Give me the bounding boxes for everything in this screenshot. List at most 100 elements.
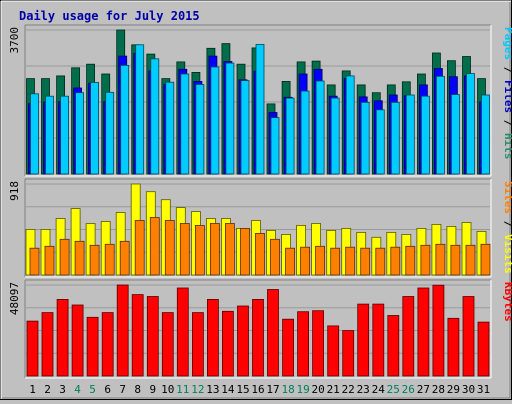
bar-pages-9 [150,58,160,175]
bar-pages-3 [60,95,69,175]
bar-sites-6 [104,243,115,276]
bar-pages-25 [390,102,400,175]
bar-kbytes-5 [86,316,99,377]
bar-kbytes-11 [176,287,189,377]
x-tick-28: 28 [432,383,445,396]
bar-kbytes-19 [297,311,310,377]
bar-sites-17 [270,238,280,276]
bar-sites-12 [194,224,205,276]
panel-hits-legend-part-2: / [502,60,512,80]
bar-kbytes-10 [161,312,174,377]
panel-hits-legend-part-3: Files [502,80,512,113]
bar-sites-23 [360,247,371,276]
bar-kbytes-23 [357,303,370,377]
bar-pages-18 [285,97,295,175]
bar-sites-22 [345,246,356,276]
x-tick-26: 26 [402,383,415,396]
bar-pages-19 [300,90,310,175]
bar-pages-29 [450,94,460,175]
bar-kbytes-27 [417,287,430,377]
bar-sites-10 [164,220,175,276]
bar-pages-12 [195,84,205,175]
bar-kbytes-14 [221,310,234,377]
bar-kbytes-1 [26,320,39,377]
bar-kbytes-22 [342,330,355,377]
bar-kbytes-12 [191,312,204,377]
panel-visits-legend-part-3: Visits [502,234,512,274]
panel-visits-side-legend: Sites / Visits [502,181,512,274]
bar-pages-8 [135,44,145,175]
x-tick-24: 24 [372,383,386,396]
bar-kbytes-29 [447,317,460,377]
bar-kbytes-17 [267,289,279,377]
bar-pages-20 [315,80,325,175]
x-tick-labels: 1 2 3 4 5 6 7 8 9 10 11 12 13 14 15 16 17 18 19 20 21 22 23 24 2… [29,383,490,396]
panel-hits-max-label: 3700 [8,27,21,54]
x-tick-8: 8 [134,383,141,396]
bar-sites-13 [209,223,220,276]
bar-pages-13 [210,66,220,175]
bar-pages-15 [240,80,250,175]
bar-kbytes-7 [116,284,129,377]
series-pages [30,44,490,175]
x-tick-5: 5 [89,383,96,396]
bar-sites-5 [89,244,100,276]
bar-kbytes-20 [312,310,325,377]
bar-kbytes-9 [146,296,159,377]
x-tick-29: 29 [447,383,460,396]
bar-pages-1 [30,93,39,175]
x-tick-7: 7 [119,383,126,396]
x-tick-27: 27 [417,383,430,396]
x-tick-14: 14 [221,383,235,396]
bar-sites-25 [390,246,401,276]
panel-kbytes-max-label: 48097 [8,282,21,315]
bar-kbytes-24 [372,303,385,377]
panel-kbytes-side-legend: KBytes [502,282,512,322]
bar-pages-23 [360,102,370,175]
bar-kbytes-31 [477,321,490,377]
bar-sites-14 [224,223,235,276]
bar-sites-21 [330,247,341,276]
x-tick-20: 20 [311,383,324,396]
x-tick-19: 19 [296,383,309,396]
x-tick-6: 6 [104,383,111,396]
bar-sites-15 [240,227,250,276]
x-tick-30: 30 [462,383,475,396]
x-tick-16: 16 [251,383,264,396]
bar-sites-8 [134,220,145,276]
bar-kbytes-3 [56,298,69,377]
bar-pages-7 [120,65,130,175]
chart-panels: 3700 Pages / Files / Hits 918 Sites / Visit… [8,24,512,379]
bar-sites-31 [480,243,491,276]
panel-kbytes-legend-part-1: KBytes [502,282,512,322]
bar-sites-11 [179,223,190,276]
bar-pages-11 [180,73,190,175]
panel-visits-legend-part-2: / [502,214,512,234]
panel-hits-legend-part-1: Pages [502,27,512,60]
x-tick-17: 17 [266,383,279,396]
bar-sites-20 [315,245,326,276]
x-tick-12: 12 [191,383,204,396]
x-tick-18: 18 [281,383,294,396]
bar-pages-6 [105,91,115,175]
bar-pages-10 [165,81,175,175]
panel-hits-side-legend: Pages / Files / Hits [502,27,512,160]
bar-sites-18 [285,247,296,276]
bar-sites-24 [375,247,386,276]
x-tick-10: 10 [161,383,174,396]
bar-pages-14 [225,62,235,175]
panel-hits-legend-part-4: / [502,113,512,133]
panel-hits: 3700 Pages / Files / Hits [8,24,512,177]
bar-pages-30 [466,73,475,175]
bar-kbytes-26 [402,296,415,377]
bar-pages-24 [375,109,385,175]
bar-pages-16 [255,44,265,175]
bar-kbytes-15 [237,305,249,377]
x-tick-21: 21 [327,383,340,396]
x-tick-13: 13 [206,383,219,396]
bar-sites-4 [74,240,85,276]
bar-sites-1 [29,247,40,276]
x-tick-1: 1 [29,383,36,396]
bar-pages-2 [45,95,54,175]
bar-sites-27 [420,244,431,276]
